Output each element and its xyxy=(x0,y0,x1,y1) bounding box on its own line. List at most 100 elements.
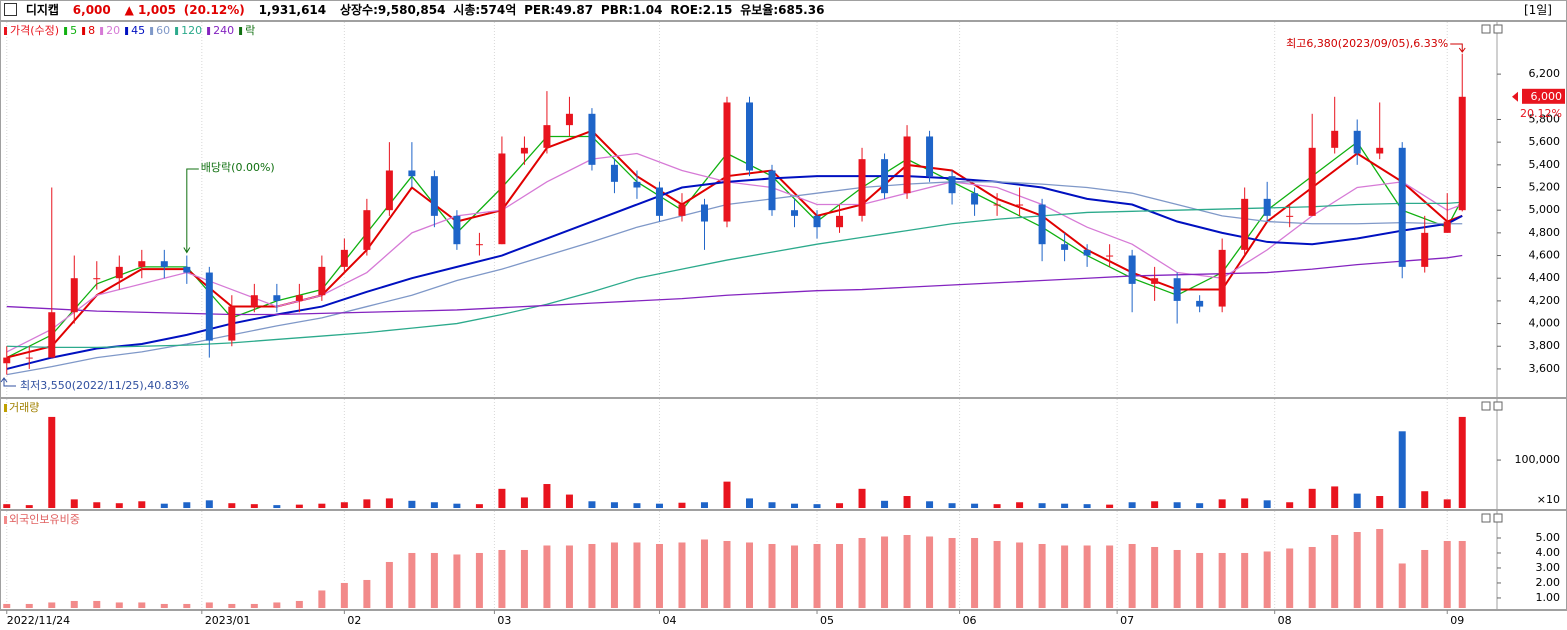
x-tick-label: 06 xyxy=(963,614,977,627)
current-label: 6,000 xyxy=(1531,90,1563,103)
legend-swatch xyxy=(4,404,7,412)
bar xyxy=(475,504,483,508)
bar xyxy=(70,600,78,608)
bar xyxy=(881,536,889,608)
candle-body xyxy=(25,357,33,359)
bar xyxy=(1083,504,1091,508)
panel-button xyxy=(1493,513,1503,523)
bar xyxy=(363,499,371,508)
y-tick-label: 2.00 xyxy=(1536,576,1561,589)
bar xyxy=(1376,496,1384,508)
bar xyxy=(3,504,11,508)
candle-body xyxy=(385,170,393,211)
per: PER:49.87 xyxy=(524,3,594,17)
candle-body xyxy=(858,159,866,216)
y-tick-label: 4.00 xyxy=(1536,546,1561,559)
legend-swatch xyxy=(82,27,86,35)
candle-body xyxy=(971,193,979,205)
legend-label: 가격(수정) xyxy=(10,24,59,37)
period-button[interactable]: [1일] xyxy=(1523,3,1552,17)
bar xyxy=(228,603,236,608)
y-tick-label: 5.00 xyxy=(1536,531,1561,544)
bar xyxy=(1308,546,1316,608)
x-tick-label: 05 xyxy=(820,614,834,627)
candle-body xyxy=(1083,249,1091,256)
legend-label: 5 xyxy=(70,24,77,37)
candle-body xyxy=(205,272,213,341)
high-arrow xyxy=(1450,43,1466,53)
bar xyxy=(1398,431,1406,508)
bar xyxy=(498,549,506,608)
candle-body xyxy=(1128,255,1136,284)
candle-body xyxy=(70,278,78,313)
bar xyxy=(160,603,168,608)
candle-body xyxy=(1173,278,1181,301)
reserve: 유보율:685.36 xyxy=(740,3,825,17)
candle-body xyxy=(138,261,146,267)
y-tick-label: 3,800 xyxy=(1529,339,1561,352)
bar xyxy=(340,502,348,508)
y-tick-label: 4,200 xyxy=(1529,294,1561,307)
bar xyxy=(93,600,101,608)
roe: ROE:2.15 xyxy=(670,3,733,17)
bar xyxy=(3,603,11,608)
bar xyxy=(948,503,956,508)
candle-body xyxy=(678,204,686,216)
candle-body xyxy=(588,113,596,165)
bar xyxy=(610,542,618,608)
candle-body xyxy=(543,125,551,148)
bar xyxy=(1286,502,1294,508)
candle-body xyxy=(948,176,956,194)
legend-label: 20 xyxy=(106,24,120,37)
bar xyxy=(903,496,911,508)
legend-label: 45 xyxy=(131,24,145,37)
bar xyxy=(1173,502,1181,508)
bar xyxy=(250,504,258,508)
bar xyxy=(1218,499,1226,508)
bar xyxy=(295,600,303,608)
panel-frame xyxy=(0,21,1567,398)
bar xyxy=(858,488,866,508)
bar xyxy=(160,503,168,508)
bar xyxy=(295,504,303,508)
change: ▲ 1,005 xyxy=(124,3,176,17)
x-tick-label: 04 xyxy=(662,614,676,627)
candle-body xyxy=(48,312,56,358)
bar xyxy=(993,540,1001,608)
bar xyxy=(813,543,821,608)
bar xyxy=(1083,545,1091,608)
x-tick-label: 07 xyxy=(1120,614,1134,627)
candle-body xyxy=(1061,244,1069,250)
bar xyxy=(1128,543,1136,608)
candle-body xyxy=(295,295,303,301)
bar xyxy=(408,500,416,508)
bar xyxy=(228,503,236,508)
candle-body xyxy=(363,210,371,250)
candle-body xyxy=(903,136,911,194)
legend-label: 240 xyxy=(213,24,234,37)
price: 6,000 xyxy=(72,3,111,17)
legend-label: 120 xyxy=(181,24,202,37)
panel-button xyxy=(1481,513,1491,523)
legend-swatch xyxy=(4,516,7,524)
candle-body xyxy=(498,153,506,245)
y-tick-label: 1.00 xyxy=(1536,591,1561,604)
checkbox[interactable] xyxy=(4,3,17,16)
bar xyxy=(700,502,708,508)
bar xyxy=(1331,486,1339,508)
moving-average xyxy=(6,152,1463,353)
bar xyxy=(1106,504,1114,508)
bar xyxy=(1016,502,1024,508)
x-tick-label: 08 xyxy=(1278,614,1292,627)
bar xyxy=(453,554,461,608)
candle-body xyxy=(318,266,326,296)
y-tick-label: 3.00 xyxy=(1536,561,1561,574)
legend-swatch xyxy=(64,27,68,35)
candle-body xyxy=(926,136,934,177)
bar xyxy=(1151,501,1159,508)
candle-body xyxy=(1421,232,1429,267)
pbr: PBR:1.04 xyxy=(600,3,663,17)
panel-button xyxy=(1493,401,1503,411)
bar xyxy=(565,494,573,508)
bar xyxy=(858,537,866,608)
